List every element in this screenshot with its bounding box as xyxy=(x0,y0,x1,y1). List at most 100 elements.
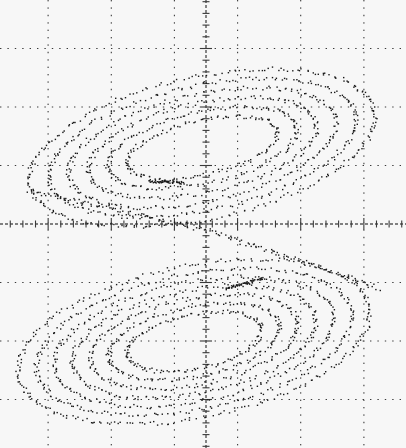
trace-point xyxy=(334,113,337,115)
trace-point xyxy=(288,380,291,382)
trace-point xyxy=(269,194,271,196)
trace-point xyxy=(82,341,84,343)
trace-point xyxy=(290,336,292,339)
trace-point xyxy=(304,383,307,385)
trace-point xyxy=(145,225,148,228)
trace-point xyxy=(234,90,236,92)
trace-point xyxy=(183,79,185,81)
trace-point xyxy=(166,84,169,86)
trace-point xyxy=(353,86,355,88)
trace-point xyxy=(210,389,212,392)
trace-point xyxy=(113,314,115,316)
trace-point xyxy=(237,292,239,294)
trace-point xyxy=(136,134,138,136)
trace-point xyxy=(239,353,241,355)
trace-point xyxy=(276,331,278,334)
trace-point xyxy=(72,184,75,187)
trace-point xyxy=(217,363,219,365)
trace-point xyxy=(255,287,257,289)
trace-point xyxy=(290,90,293,92)
trace-point xyxy=(226,179,228,181)
trace-point xyxy=(328,88,330,90)
trace-point xyxy=(218,234,221,237)
trace-point xyxy=(284,282,287,284)
trace-point xyxy=(259,329,262,331)
trace-point xyxy=(170,83,172,85)
trace-point xyxy=(79,395,82,397)
trace-point xyxy=(347,81,350,83)
trace-point xyxy=(305,259,308,262)
trace-point xyxy=(281,79,284,81)
trace-point xyxy=(44,323,46,326)
trace-point xyxy=(182,291,184,293)
trace-point xyxy=(142,131,144,134)
trace-point xyxy=(23,386,25,388)
trace-point xyxy=(270,191,273,193)
trace-point xyxy=(256,279,259,281)
trace-point xyxy=(309,289,312,291)
trace-point xyxy=(94,385,96,388)
trace-point xyxy=(208,174,210,177)
trace-point xyxy=(55,346,58,349)
trace-point xyxy=(227,395,229,397)
trace-point xyxy=(150,97,152,99)
trace-point xyxy=(195,227,198,229)
trace-point xyxy=(127,137,129,139)
trace-point xyxy=(278,89,280,92)
trace-point xyxy=(50,176,52,178)
trace-point xyxy=(69,185,71,188)
trace-point xyxy=(161,413,163,415)
trace-point xyxy=(347,302,349,304)
trace-point xyxy=(314,327,316,329)
trace-point xyxy=(194,305,197,307)
trace-point xyxy=(179,185,182,188)
trace-point xyxy=(19,370,21,372)
trace-point xyxy=(240,301,242,304)
trace-point xyxy=(66,307,68,310)
trace-point xyxy=(302,164,305,166)
trace-point xyxy=(183,315,185,318)
trace-point xyxy=(55,397,57,399)
trace-point xyxy=(166,131,168,134)
trace-point xyxy=(155,85,157,88)
trace-point xyxy=(290,294,292,296)
trace-point xyxy=(146,407,148,409)
trace-point xyxy=(241,203,244,205)
trace-point xyxy=(165,320,167,322)
trace-point xyxy=(270,157,272,159)
trace-point xyxy=(152,273,155,275)
trace-point xyxy=(147,317,149,320)
trace-point xyxy=(213,286,215,288)
trace-point xyxy=(242,389,245,392)
trace-point xyxy=(117,193,119,195)
trace-point xyxy=(246,106,248,108)
trace-point xyxy=(117,406,119,408)
trace-point xyxy=(300,155,303,157)
trace-point xyxy=(285,372,288,374)
trace-point xyxy=(208,191,210,193)
trace-point xyxy=(278,270,280,273)
trace-point xyxy=(211,181,213,183)
trace-point xyxy=(113,403,116,406)
trace-point xyxy=(180,183,182,185)
trace-point xyxy=(119,179,121,181)
trace-point xyxy=(350,326,352,328)
trace-point xyxy=(247,397,250,400)
trace-point xyxy=(121,283,124,286)
trace-point xyxy=(74,184,76,186)
trace-point xyxy=(216,116,219,118)
trace-point xyxy=(73,372,75,374)
trace-point xyxy=(164,377,166,380)
trace-point xyxy=(90,182,93,184)
trace-point xyxy=(198,212,201,214)
trace-point xyxy=(283,184,286,186)
trace-point xyxy=(79,378,81,381)
trace-point xyxy=(296,89,299,92)
trace-point xyxy=(27,167,30,169)
trace-point xyxy=(329,283,331,285)
trace-point xyxy=(350,305,353,307)
trace-point xyxy=(73,367,75,370)
trace-point xyxy=(269,144,272,146)
trace-point xyxy=(39,379,41,382)
trace-point xyxy=(156,398,159,400)
